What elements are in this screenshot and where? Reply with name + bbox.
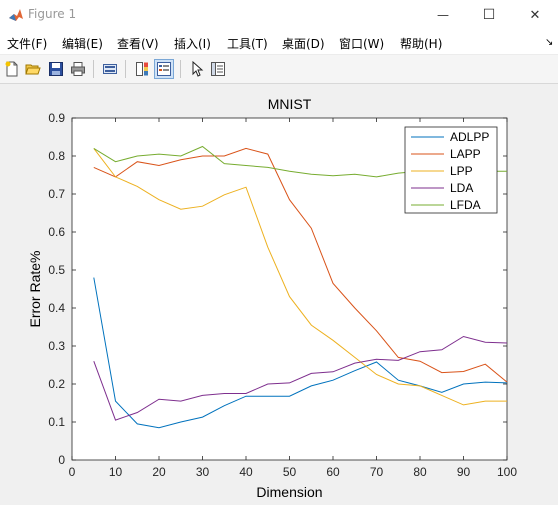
new-figure-button[interactable] <box>2 59 22 79</box>
x-tick-label: 20 <box>152 465 166 479</box>
close-button[interactable]: ✕ <box>512 0 558 30</box>
y-tick-label: 0.3 <box>48 339 65 353</box>
x-tick-label: 70 <box>370 465 384 479</box>
x-tick-label: 10 <box>109 465 123 479</box>
window-title: Figure 1 <box>28 7 77 21</box>
y-tick-label: 0.2 <box>48 377 65 391</box>
save-icon <box>49 62 63 76</box>
menu-edit[interactable]: 编辑(E) <box>62 37 103 51</box>
legend-label: LAPP <box>450 147 481 161</box>
x-tick-label: 80 <box>413 465 427 479</box>
y-tick-label: 0.5 <box>48 263 65 277</box>
figure-canvas: MNIST Dimension Error Rate% 0 10 20 30 40 50 6… <box>0 84 558 505</box>
legend-label: LPP <box>450 164 473 178</box>
toolbar-separator <box>180 60 181 78</box>
legend-label: LFDA <box>450 198 481 212</box>
new-figure-icon <box>5 61 18 77</box>
series-line-lapp[interactable] <box>93 147 508 383</box>
y-tick-label: 0.4 <box>48 301 65 315</box>
x-tick-label: 90 <box>457 465 471 479</box>
x-tick-label: 30 <box>196 465 210 479</box>
close-icon: ✕ <box>529 7 541 23</box>
menu-window[interactable]: 窗口(W) <box>339 37 385 51</box>
matlab-logo-icon <box>9 9 23 21</box>
x-tick-label: 50 <box>283 465 297 479</box>
legend-button[interactable] <box>154 59 174 79</box>
maximize-button[interactable]: ☐ <box>466 0 512 30</box>
series-line-adlpp[interactable] <box>93 277 508 429</box>
menu-desktop[interactable]: 桌面(D) <box>282 37 325 51</box>
y-tick-label: 0 <box>58 453 65 467</box>
chart[interactable]: MNIST Dimension Error Rate% 0 10 20 30 40 50 6… <box>0 84 558 505</box>
chart-title: MNIST <box>268 96 312 112</box>
toolbar-separator <box>125 60 126 78</box>
menu-file[interactable]: 文件(F) <box>7 37 48 51</box>
minimize-icon: — <box>437 8 449 22</box>
save-button[interactable] <box>46 59 66 79</box>
colorbar-button[interactable] <box>132 59 152 79</box>
menubar: 文件(F) 编辑(E) 查看(V) 插入(I) 工具(T) 桌面(D) 窗口(W… <box>0 31 558 53</box>
colorbar-icon <box>136 62 148 76</box>
property-editor-icon <box>211 62 225 76</box>
y-tick-label: 0.1 <box>48 415 65 429</box>
link-axes-button[interactable] <box>100 59 120 79</box>
minimize-button[interactable]: — <box>420 0 466 30</box>
legend-label: ADLPP <box>450 130 489 144</box>
pointer-icon <box>192 61 204 77</box>
x-tick-label: 60 <box>326 465 340 479</box>
x-tick-label: 100 <box>497 465 517 479</box>
y-tick-label: 0.7 <box>48 187 65 201</box>
window-titlebar: Figure 1 — ☐ ✕ <box>0 0 558 30</box>
legend-box[interactable] <box>404 126 498 214</box>
menu-insert[interactable]: 插入(I) <box>174 37 211 51</box>
y-tick-label: 0.8 <box>48 149 65 163</box>
link-axes-icon <box>103 64 117 74</box>
maximize-icon: ☐ <box>482 7 496 23</box>
y-axis-label: Error Rate% <box>27 250 43 327</box>
open-file-button[interactable] <box>23 59 43 79</box>
open-file-icon <box>25 64 41 75</box>
x-axis-label: Dimension <box>256 484 322 500</box>
legend-label: LDA <box>450 181 473 195</box>
pointer-button[interactable] <box>187 59 207 79</box>
x-tick-label: 40 <box>239 465 253 479</box>
toolbar-separator <box>93 60 94 78</box>
print-icon <box>71 62 85 76</box>
series-line-lpp[interactable] <box>93 148 507 406</box>
y-tick-label: 0.9 <box>48 111 65 125</box>
figure-toolbar <box>0 54 558 84</box>
legend-icon <box>157 62 171 76</box>
menubar-overflow-icon[interactable]: ↘ <box>545 37 554 48</box>
x-tick-label: 0 <box>69 465 76 479</box>
series-line-lda[interactable] <box>93 335 508 421</box>
menu-view[interactable]: 查看(V) <box>117 37 159 51</box>
menu-help[interactable]: 帮助(H) <box>400 37 443 51</box>
menu-tools[interactable]: 工具(T) <box>227 37 268 51</box>
print-button[interactable] <box>68 59 88 79</box>
property-editor-button[interactable] <box>208 59 228 79</box>
y-tick-label: 0.6 <box>48 225 65 239</box>
